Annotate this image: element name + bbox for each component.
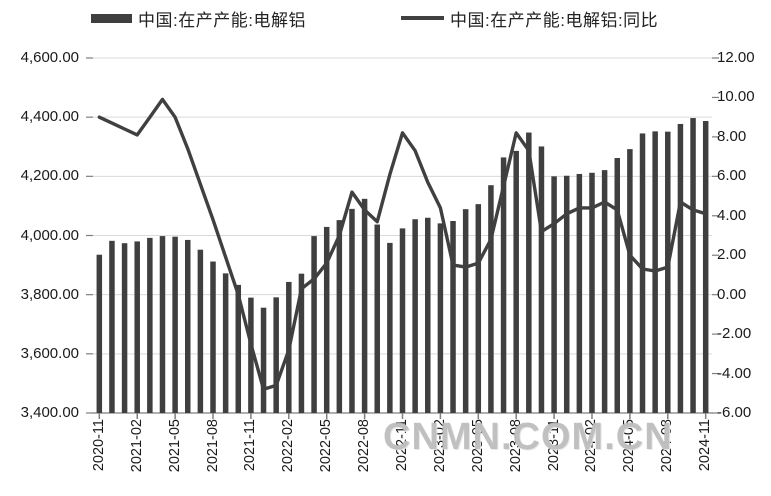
x-axis-label: 2024-11: [697, 419, 714, 472]
watermark: CNMN.COM.CN: [383, 416, 673, 458]
y-axis-label-right: -4.00: [717, 364, 752, 382]
y-axis-label-left: 4,200.00: [20, 167, 79, 185]
capacity-bar: [412, 219, 418, 413]
capacity-bar: [551, 176, 557, 413]
x-axis-label: 2022-08: [356, 419, 373, 473]
capacity-bar: [248, 297, 254, 413]
capacity-bar: [147, 237, 153, 413]
capacity-bar: [538, 146, 545, 413]
capacity-bar: [702, 121, 709, 413]
y-axis-label-right: 2.00: [717, 246, 747, 264]
capacity-bar: [488, 185, 494, 413]
capacity-bar: [589, 172, 595, 413]
y-axis-label-left: 4,000.00: [20, 226, 79, 244]
y-axis-label-right: -6.00: [717, 404, 752, 421]
capacity-bar: [235, 284, 242, 413]
x-axis-label: 2021-11: [242, 419, 259, 472]
capacity-bar: [639, 133, 646, 413]
y-axis-label-right: 0.00: [717, 285, 747, 303]
capacity-bar: [273, 297, 279, 413]
capacity-bar: [399, 228, 406, 413]
capacity-bar: [323, 226, 330, 413]
y-axis-label-right: -2.00: [717, 325, 752, 343]
capacity-bar: [601, 170, 608, 413]
capacity-bar: [172, 236, 178, 413]
legend-label-yoy: 中国:在产产能:电解铝:同比: [450, 10, 659, 30]
capacity-bar: [500, 157, 507, 413]
legend-label-capacity: 中国:在产产能:电解铝: [138, 10, 306, 30]
legend-item-capacity: 中国:在产产能:电解铝: [91, 6, 306, 30]
capacity-bar: [222, 273, 229, 413]
bar-series-swatch-icon: [91, 13, 132, 23]
capacity-bar: [109, 240, 115, 413]
y-axis-label-left: 4,400.00: [20, 108, 79, 126]
capacity-bar: [121, 243, 128, 413]
x-axis-label: 2021-05: [166, 419, 183, 473]
capacity-bar: [361, 198, 368, 413]
y-axis-label-right: 8.00: [717, 127, 747, 145]
capacity-bar: [576, 173, 583, 413]
capacity-bar: [462, 209, 469, 413]
capacity-bar: [563, 175, 570, 413]
y-axis-label-right: 12.00: [717, 49, 755, 66]
capacity-bar: [298, 273, 305, 413]
capacity-bar: [159, 236, 166, 413]
x-axis-label: 2022-05: [318, 419, 335, 473]
legend-item-yoy: 中国:在产产能:电解铝:同比: [401, 6, 658, 30]
capacity-bar: [677, 123, 684, 414]
capacity-bar: [96, 254, 103, 413]
y-axis-label-right: 10.00: [717, 88, 755, 106]
capacity-bar: [475, 204, 482, 413]
x-axis-label: 2021-08: [204, 419, 221, 473]
x-axis-label: 2020-11: [90, 419, 107, 472]
capacity-bar: [197, 249, 204, 413]
capacity-bar: [627, 149, 633, 413]
capacity-bar: [425, 217, 431, 413]
capacity-bar: [665, 131, 671, 413]
capacity-bar: [437, 223, 444, 413]
legend: 中国:在产产能:电解铝 中国:在产产能:电解铝:同比: [0, 6, 771, 30]
capacity-bar: [311, 236, 317, 413]
capacity-bar: [260, 307, 267, 413]
capacity-bar: [387, 242, 393, 413]
y-axis-label-left: 3,800.00: [20, 285, 79, 303]
capacity-bar: [374, 224, 380, 413]
capacity-bar: [450, 221, 456, 413]
capacity-bar: [513, 150, 519, 413]
line-series-swatch-icon: [401, 16, 444, 20]
y-axis-label-left: 3,400.00: [20, 404, 79, 421]
capacity-bar: [184, 239, 191, 413]
x-axis-label: 2021-02: [128, 419, 145, 473]
yoy-line: [97, 97, 708, 391]
capacity-bar: [336, 220, 343, 413]
y-axis-label-right: 6.00: [717, 167, 747, 185]
y-axis-label-left: 4,600.00: [20, 49, 79, 66]
y-axis-label-right: 4.00: [717, 206, 747, 224]
capacity-bar: [210, 261, 216, 413]
capacity-bar: [526, 132, 532, 414]
y-axis-label-left: 3,600.00: [20, 344, 79, 362]
capacity-bar: [134, 241, 140, 413]
x-axis-label: 2022-02: [280, 419, 297, 473]
capacity-bar: [614, 157, 621, 413]
capacity-bar: [690, 118, 696, 413]
capacity-bar: [349, 208, 355, 413]
